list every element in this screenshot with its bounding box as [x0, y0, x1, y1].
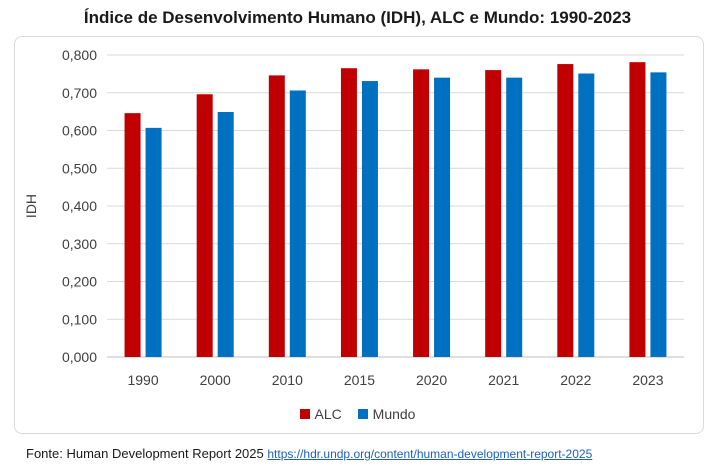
y-tick-label: 0,200	[62, 274, 97, 290]
bar-mundo-2021	[506, 77, 523, 358]
source-label: Fonte: Human Development Report 2025	[26, 446, 264, 461]
source-link[interactable]: https://hdr.undp.org/content/human-devel…	[267, 447, 593, 461]
bar-alc-2020	[413, 69, 430, 357]
x-tick-label: 1990	[127, 372, 158, 388]
legend-item-alc: ALC	[299, 406, 342, 422]
y-axis-label: IDH	[23, 194, 39, 218]
bar-mundo-2000	[217, 112, 234, 357]
y-tick-label: 0,700	[62, 85, 97, 101]
y-tick-label: 0,500	[62, 160, 97, 176]
bar-alc-2000	[196, 94, 213, 357]
y-tick-label: 0,100	[62, 311, 97, 327]
bar-mundo-2015	[361, 81, 378, 358]
x-tick-label: 2021	[488, 372, 519, 388]
y-tick-label: 0,800	[62, 47, 97, 63]
chart-title: Índice de Desenvolvimento Humano (IDH), …	[83, 8, 632, 27]
legend-swatch-alc	[299, 409, 310, 419]
bar-mundo-2020	[434, 77, 451, 358]
bar-alc-2022	[557, 64, 574, 357]
x-tick-label: 2020	[416, 372, 447, 388]
bar-alc-1990	[124, 113, 141, 357]
y-tick-label: 0,300	[62, 236, 97, 252]
source-note: Fonte: Human Development Report 2025 htt…	[26, 446, 592, 461]
bar-mundo-2023	[650, 72, 667, 358]
bar-mundo-2010	[289, 90, 306, 358]
bar-alc-2021	[485, 70, 502, 357]
bar-alc-2015	[340, 68, 357, 358]
y-tick-label: 0,400	[62, 198, 97, 214]
legend: ALC Mundo	[0, 406, 715, 422]
bar-alc-2010	[268, 75, 285, 357]
x-tick-label: 2022	[560, 372, 591, 388]
x-tick-label: 2000	[200, 372, 231, 388]
x-tick-label: 2015	[344, 372, 375, 388]
legend-item-mundo: Mundo	[357, 406, 416, 422]
legend-label-alc: ALC	[314, 406, 342, 422]
x-tick-label: 2010	[272, 372, 303, 388]
y-tick-label: 0,000	[62, 349, 97, 365]
legend-label-mundo: Mundo	[372, 406, 416, 422]
legend-swatch-mundo	[357, 409, 368, 419]
x-tick-label: 2023	[632, 372, 663, 388]
bar-mundo-1990	[145, 127, 162, 357]
bar-alc-2023	[629, 62, 646, 358]
bar-mundo-2022	[578, 73, 595, 357]
y-tick-label: 0,600	[62, 123, 97, 139]
